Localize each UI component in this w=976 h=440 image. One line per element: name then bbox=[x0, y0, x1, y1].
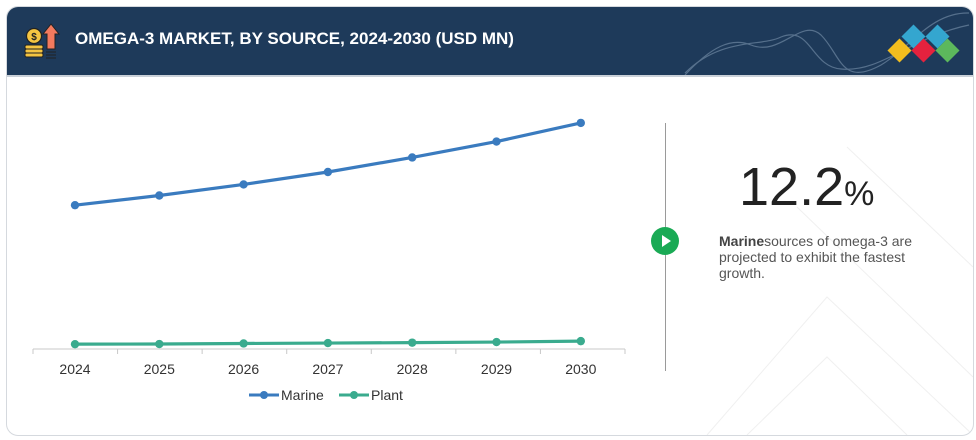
callout-description: Marinesources of omega-3 are projected t… bbox=[719, 233, 939, 281]
svg-text:$: $ bbox=[31, 32, 37, 43]
legend-marker-plant bbox=[350, 391, 358, 399]
play-icon[interactable] bbox=[651, 227, 679, 255]
legend-marker-marine bbox=[260, 391, 268, 399]
data-point-marine bbox=[239, 180, 248, 189]
chart-title: OMEGA-3 MARKET, BY SOURCE, 2024-2030 (US… bbox=[75, 29, 514, 48]
data-point-marine bbox=[323, 167, 333, 177]
x-tick-label: 2025 bbox=[144, 361, 175, 377]
x-tick-label: 2024 bbox=[59, 361, 90, 377]
growth-stat: 12.2% bbox=[739, 157, 874, 224]
data-point-plant bbox=[70, 339, 80, 349]
data-point-marine bbox=[155, 191, 164, 200]
data-point-plant bbox=[576, 336, 585, 346]
infographic-card: $ OMEGA-3 MARKET, BY SOURCE, 2024-2030 (… bbox=[6, 6, 974, 436]
growth-value: 12.2 bbox=[739, 157, 845, 217]
callout-text: sources of omega-3 are projected to exhi… bbox=[719, 233, 912, 281]
line-chart: 2024 2025 2026 2027 2028 2029 2030 Marine Plant bbox=[32, 118, 626, 403]
data-point-marine bbox=[408, 153, 417, 162]
data-point-plant bbox=[492, 337, 501, 347]
legend-label-marine: Marine bbox=[281, 387, 324, 403]
header-bar: $ OMEGA-3 MARKET, BY SOURCE, 2024-2030 (… bbox=[7, 7, 973, 77]
x-tick-label: 2030 bbox=[565, 361, 596, 377]
data-point-marine bbox=[70, 200, 80, 210]
data-point-plant bbox=[239, 339, 248, 348]
data-point-marine bbox=[492, 137, 501, 146]
coins-growth-icon: $ bbox=[24, 23, 61, 59]
x-tick-label: 2026 bbox=[228, 361, 259, 377]
x-tick-label: 2027 bbox=[312, 361, 343, 377]
background-decoration bbox=[706, 146, 973, 435]
data-point-plant bbox=[408, 338, 417, 347]
x-tick-label: 2029 bbox=[481, 361, 512, 377]
data-point-marine bbox=[576, 118, 585, 128]
data-point-plant bbox=[323, 338, 333, 348]
data-point-plant bbox=[155, 339, 164, 349]
x-tick-label: 2028 bbox=[397, 361, 428, 377]
series-line-marine bbox=[74, 121, 582, 207]
growth-unit: % bbox=[844, 175, 875, 213]
callout-highlight: Marine bbox=[719, 233, 765, 249]
diamond-tiles-logo bbox=[684, 12, 970, 75]
legend-label-plant: Plant bbox=[371, 387, 403, 403]
